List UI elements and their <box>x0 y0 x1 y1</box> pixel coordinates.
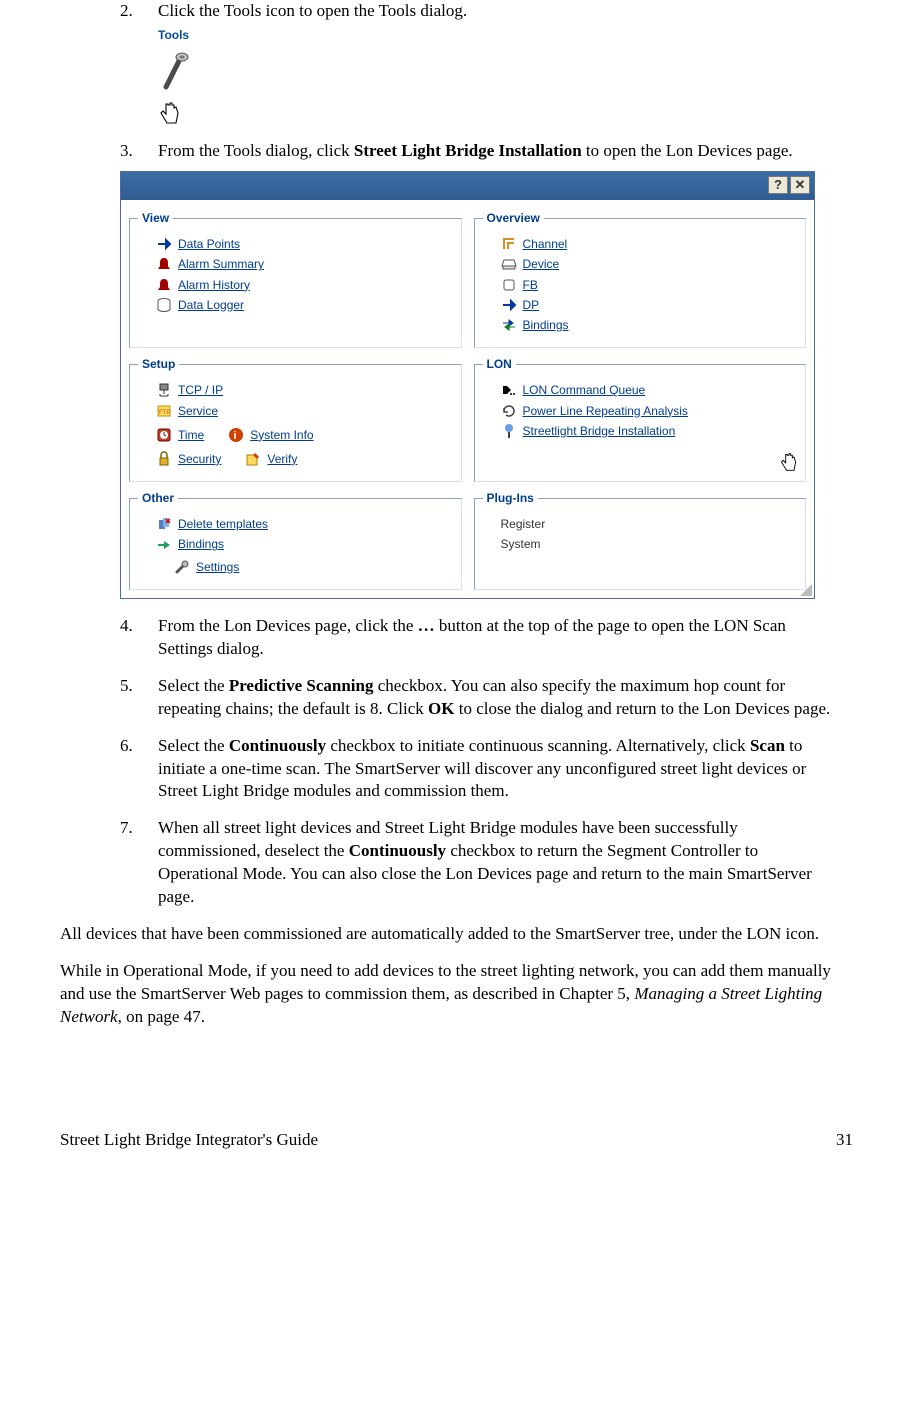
step-2: 2. Click the Tools icon to open the Tool… <box>120 0 833 126</box>
clock-icon <box>156 427 172 443</box>
network-icon <box>156 382 172 398</box>
queue-icon <box>501 382 517 398</box>
lock-icon <box>156 451 172 467</box>
view-alarm-summary[interactable]: Alarm Summary <box>156 256 453 272</box>
channel-icon <box>501 236 517 252</box>
panel-plugins-legend: Plug-Ins <box>483 490 538 506</box>
overview-device[interactable]: Device <box>501 256 798 272</box>
setup-security[interactable]: Security <box>156 451 221 467</box>
panel-overview-legend: Overview <box>483 210 544 226</box>
setup-tcpip[interactable]: TCP / IP <box>156 382 453 398</box>
other-bindings[interactable]: Bindings <box>156 536 453 552</box>
step-5-num: 5. <box>120 675 158 721</box>
panel-view-legend: View <box>138 210 173 226</box>
link-icon <box>156 537 172 553</box>
panel-other-legend: Other <box>138 490 178 506</box>
panel-setup: Setup TCP / IP FTP Service <box>129 356 462 482</box>
step-6-text: Select the Continuously checkbox to init… <box>158 735 833 804</box>
arrow-right-icon <box>156 236 172 252</box>
dialog-titlebar: ? ✕ <box>121 172 814 200</box>
footer-title: Street Light Bridge Integrator's Guide <box>60 1129 318 1152</box>
panel-lon-legend: LON <box>483 356 516 372</box>
lon-streetlight-bridge[interactable]: Streetlight Bridge Installation <box>501 423 798 439</box>
step-2-text: Click the Tools icon to open the Tools d… <box>158 0 833 23</box>
help-button[interactable]: ? <box>768 176 788 194</box>
delete-icon <box>156 516 172 532</box>
step-7-num: 7. <box>120 817 158 909</box>
step-3-text: From the Tools dialog, click Street Ligh… <box>158 140 833 163</box>
plugins-register: Register <box>501 516 798 532</box>
lon-powerline[interactable]: Power Line Repeating Analysis <box>501 403 798 419</box>
panel-lon: LON LON Command Queue Power Line Repeati… <box>474 356 807 482</box>
bell-icon <box>156 277 172 293</box>
lon-command-queue[interactable]: LON Command Queue <box>501 382 798 398</box>
paragraph-operational: While in Operational Mode, if you need t… <box>60 960 853 1029</box>
view-data-points[interactable]: Data Points <box>156 236 453 252</box>
setup-systeminfo[interactable]: i System Info <box>228 427 313 443</box>
wrench-icon <box>158 49 192 93</box>
panel-other: Other Delete templates Bindings <box>129 490 462 590</box>
overview-fb[interactable]: FB <box>501 277 798 293</box>
tools-label: Tools <box>158 27 833 43</box>
close-button[interactable]: ✕ <box>790 176 810 194</box>
setup-verify[interactable]: Verify <box>245 451 297 467</box>
step-4: 4. From the Lon Devices page, click the … <box>120 615 833 661</box>
resize-grip[interactable] <box>798 582 812 596</box>
verify-icon <box>245 451 261 467</box>
bindings-icon <box>501 317 517 333</box>
wrench-icon <box>174 559 190 575</box>
arrow-right-icon <box>501 297 517 313</box>
device-icon <box>501 256 517 272</box>
tools-dialog: ? ✕ View Data Points Alarm Sum <box>120 171 815 599</box>
panel-plugins: Plug-Ins Register System <box>474 490 807 590</box>
ftp-icon: FTP <box>156 403 172 419</box>
step-7-text: When all street light devices and Street… <box>158 817 833 909</box>
footer-page: 31 <box>836 1129 853 1152</box>
hand-cursor-icon <box>779 451 799 477</box>
setup-time[interactable]: Time <box>156 427 204 443</box>
panel-overview: Overview Channel Device FB <box>474 210 807 348</box>
step-4-num: 4. <box>120 615 158 661</box>
database-icon <box>156 297 172 313</box>
overview-dp[interactable]: DP <box>501 297 798 313</box>
overview-channel[interactable]: Channel <box>501 236 798 252</box>
overview-bindings[interactable]: Bindings <box>501 317 798 333</box>
step-3-num: 3. <box>120 140 158 163</box>
panel-view: View Data Points Alarm Summary Alarm <box>129 210 462 348</box>
hand-cursor-icon <box>158 100 833 126</box>
svg-text:FTP: FTP <box>159 410 170 416</box>
plugins-system: System <box>501 536 798 552</box>
svg-text:i: i <box>234 430 237 442</box>
step-7: 7. When all street light devices and Str… <box>120 817 833 909</box>
other-settings[interactable]: Settings <box>174 559 453 575</box>
setup-service[interactable]: FTP Service <box>156 403 453 419</box>
step-4-text: From the Lon Devices page, click the … b… <box>158 615 833 661</box>
step-6-num: 6. <box>120 735 158 804</box>
box-icon <box>501 277 517 293</box>
view-data-logger[interactable]: Data Logger <box>156 297 453 313</box>
step-3: 3. From the Tools dialog, click Street L… <box>120 140 833 599</box>
other-delete-templates[interactable]: Delete templates <box>156 516 453 532</box>
view-alarm-history[interactable]: Alarm History <box>156 277 453 293</box>
paragraph-commissioned: All devices that have been commissioned … <box>60 923 853 946</box>
info-icon: i <box>228 427 244 443</box>
bell-icon <box>156 256 172 272</box>
step-6: 6. Select the Continuously checkbox to i… <box>120 735 833 804</box>
streetlight-icon <box>501 423 517 439</box>
step-2-num: 2. <box>120 0 158 23</box>
step-5: 5. Select the Predictive Scanning checkb… <box>120 675 833 721</box>
tools-icon-figure: Tools <box>158 27 833 126</box>
refresh-icon <box>501 403 517 419</box>
step-5-text: Select the Predictive Scanning checkbox.… <box>158 675 833 721</box>
page-footer: Street Light Bridge Integrator's Guide 3… <box>60 1129 853 1152</box>
panel-setup-legend: Setup <box>138 356 179 372</box>
